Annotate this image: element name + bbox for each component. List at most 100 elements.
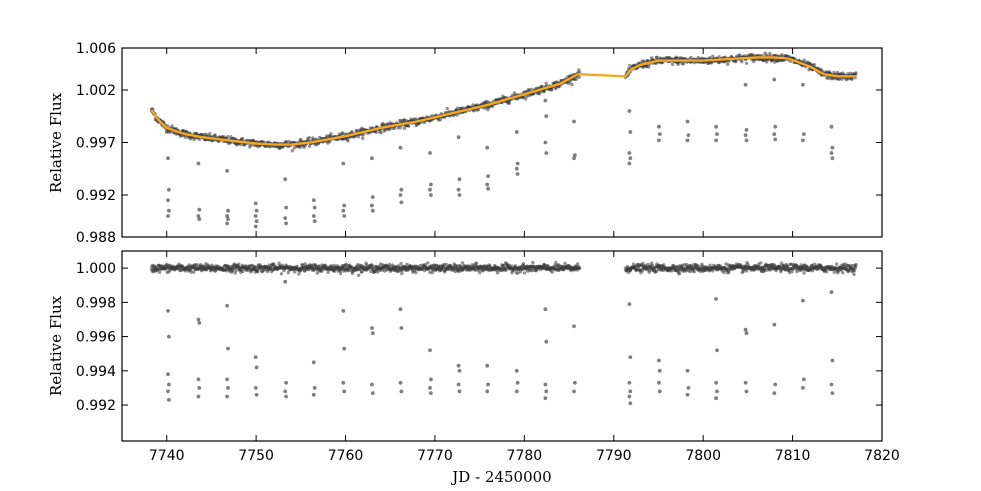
- bottom-data-point-773: [460, 261, 465, 265]
- top-data-point-335: [284, 140, 288, 144]
- bottom-data-point-439: [326, 270, 330, 274]
- top-transit-point-8-3: [399, 200, 404, 205]
- bottom-transit-point-7-3: [370, 391, 375, 395]
- bottom-transit-point-19-1: [744, 331, 749, 336]
- bottom-data-point-911: [516, 271, 520, 275]
- top-transit-point-15-3: [628, 156, 633, 161]
- bottom-data-point-681: [423, 262, 428, 267]
- top-data-point-995: [550, 88, 554, 92]
- bottom-x-tick-label-2: 7760: [328, 448, 364, 464]
- bottom-data-point-1565: [825, 270, 829, 274]
- top-data-point-759: [455, 113, 459, 117]
- bottom-transit-point-16-1: [657, 368, 662, 373]
- bottom-data-point-1605: [841, 271, 845, 275]
- bottom-transit-point-6-0: [341, 309, 346, 313]
- bottom-data-point-1476: [789, 262, 793, 266]
- top-transit-point-4-0: [283, 177, 288, 182]
- top-transit-point-7-1: [370, 195, 375, 200]
- bottom-transit-point-15-5: [628, 401, 633, 406]
- bottom-transit-point-10-1: [457, 368, 462, 373]
- top-transit-point-4-1: [284, 205, 288, 210]
- top-transit-point-14-2: [572, 156, 576, 161]
- top-transit-point-6-2: [341, 208, 346, 213]
- bottom-data-point-227: [241, 269, 245, 274]
- top-transit-point-15-4: [627, 161, 632, 166]
- top-transit-point-19-1: [744, 127, 749, 132]
- bottom-transit-point-0-3: [167, 382, 171, 387]
- bottom-transit-point-15-1: [628, 355, 633, 359]
- top-transit-point-2-1: [226, 208, 230, 213]
- top-data-point-526: [361, 133, 365, 137]
- top-data-point-1182: [670, 62, 675, 66]
- bottom-data-point-1590: [835, 262, 839, 266]
- top-transit-point-5-2: [311, 214, 316, 218]
- bottom-transit-point-4-1: [284, 380, 288, 385]
- top-data-point-1196: [676, 62, 680, 66]
- bottom-transit-point-2-2: [225, 377, 230, 382]
- bottom-plot-frame: [121, 250, 883, 442]
- bottom-data-point-1108: [641, 261, 645, 266]
- top-data-point-1282: [711, 54, 715, 58]
- bottom-transit-point-4-2: [283, 389, 288, 394]
- top-transit-point-1-0: [196, 161, 201, 166]
- top-data-points: [149, 51, 858, 229]
- bottom-data-point-770: [459, 265, 463, 269]
- top-data-point-226: [240, 136, 245, 141]
- bottom-data-point-635: [405, 262, 409, 266]
- bottom-data-point-366: [297, 272, 301, 276]
- bottom-data-point-323: [279, 272, 284, 276]
- bottom-transit-point-6-1: [342, 346, 347, 351]
- top-y-tick-label-2: 0.997: [76, 136, 116, 152]
- bottom-transit-point-8-0: [398, 307, 403, 312]
- bottom-data-points: [149, 260, 858, 406]
- top-transit-point-2-3: [226, 217, 230, 222]
- top-transit-point-20-1: [773, 124, 778, 129]
- top-transit-point-20-2: [772, 132, 777, 137]
- bottom-data-point-657: [414, 270, 418, 275]
- bottom-transit-point-15-4: [627, 394, 632, 399]
- top-data-point-1628: [850, 77, 854, 81]
- bottom-transit-point-0-4: [166, 389, 170, 394]
- bottom-transit-point-9-1: [429, 377, 433, 382]
- top-transit-point-13-2: [543, 140, 548, 145]
- top-transit-point-16-1: [657, 132, 662, 137]
- bottom-data-point-1479: [790, 270, 794, 274]
- top-transit-point-0-1: [167, 187, 171, 192]
- bottom-data-point-1638: [854, 262, 858, 267]
- bottom-transit-point-7-0: [370, 326, 374, 330]
- top-transit-point-5-3: [312, 219, 317, 224]
- bottom-transit-point-12-1: [515, 380, 520, 385]
- top-data-point-189: [225, 135, 230, 139]
- top-transit-point-6-3: [342, 214, 347, 218]
- top-transit-point-8-1: [399, 187, 404, 192]
- top-transit-point-19-3: [744, 138, 749, 143]
- bottom-data-point-484: [344, 262, 348, 266]
- bottom-transit-point-9-3: [429, 391, 433, 395]
- top-data-point-446: [329, 132, 333, 136]
- bottom-data-point-340: [286, 270, 290, 275]
- bottom-transit-point-15-2: [627, 380, 632, 385]
- bottom-transit-point-2-4: [225, 394, 230, 399]
- top-transit-point-21-1: [801, 132, 806, 137]
- bottom-transit-point-0-5: [167, 398, 171, 402]
- bottom-data-point-99: [189, 270, 193, 274]
- bottom-transit-point-0-0: [166, 309, 170, 313]
- bottom-data-point-948: [531, 260, 535, 265]
- bottom-transit-point-15-0: [627, 302, 632, 306]
- bottom-data-point-996: [550, 270, 554, 274]
- bottom-data-point-1121: [646, 262, 650, 267]
- top-transit-point-5-0: [311, 198, 316, 203]
- bottom-transit-point-18-0: [714, 297, 718, 301]
- bottom-transit-point-18-2: [714, 380, 718, 385]
- top-transit-point-20-3: [773, 137, 778, 142]
- top-data-point-1228: [689, 55, 693, 60]
- top-transit-point-1-1: [197, 207, 202, 212]
- top-data-point-1319: [726, 62, 730, 66]
- bottom-data-point-668: [418, 263, 422, 268]
- x-axis-label: JD - 2450000: [450, 468, 551, 486]
- bottom-data-point-523: [360, 270, 364, 274]
- top-transit-point-14-1: [573, 153, 577, 158]
- top-transit-point-9-2: [428, 187, 432, 192]
